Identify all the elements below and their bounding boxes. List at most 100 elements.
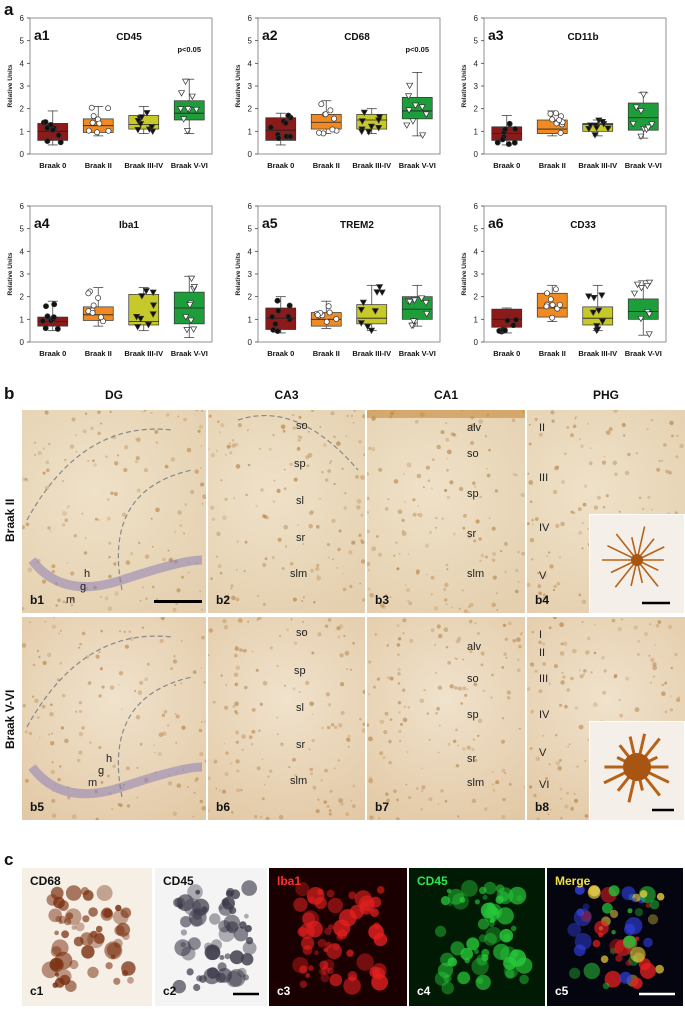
data-point <box>183 128 192 135</box>
data-point <box>553 110 559 117</box>
data-point <box>331 115 338 122</box>
x-tick-label: Braak III-IV <box>352 349 391 358</box>
stain-title: CD45 <box>417 874 448 888</box>
y-tick-label: 4 <box>248 59 253 68</box>
panel-id: a4 <box>34 215 50 231</box>
data-point <box>511 139 518 146</box>
column-heading-ca1: CA1 <box>433 388 458 402</box>
scale-bar <box>154 600 202 603</box>
panel-id: c3 <box>277 984 291 998</box>
data-point <box>598 119 607 126</box>
x-tick-label: Braak 0 <box>493 349 520 358</box>
panel-id: c5 <box>555 984 569 998</box>
data-point <box>406 82 414 90</box>
panel-id: b4 <box>535 593 550 607</box>
x-tick-label: Braak II <box>85 161 112 170</box>
section-label-a: a <box>4 0 14 19</box>
layer-label: alv <box>467 641 482 653</box>
y-tick-label: 5 <box>474 37 479 46</box>
chart-title: CD33 <box>570 220 596 231</box>
data-point <box>180 116 188 123</box>
x-tick-label: Braak V-VI <box>171 349 208 358</box>
data-point <box>512 126 519 132</box>
micrograph-texture <box>208 410 365 606</box>
x-tick-label: Braak V-VI <box>625 161 662 170</box>
data-point <box>644 124 652 132</box>
layer-label: IV <box>539 522 550 534</box>
chart-title: TREM2 <box>340 220 374 231</box>
data-point <box>592 125 601 132</box>
data-point <box>357 307 365 314</box>
y-axis-label: Relative Units <box>461 252 468 295</box>
y-tick-label: 5 <box>248 225 253 234</box>
data-point <box>557 129 564 136</box>
data-point <box>637 133 645 141</box>
significance-annotation: p<0.05 <box>405 45 429 54</box>
data-point <box>371 308 379 315</box>
data-point <box>543 303 550 310</box>
data-point <box>88 104 95 111</box>
data-point <box>409 118 417 125</box>
data-point <box>90 113 97 120</box>
layer-label: slm <box>290 775 308 787</box>
data-point <box>403 122 411 129</box>
y-tick-label: 3 <box>20 270 25 279</box>
y-tick-label: 2 <box>474 293 479 302</box>
micrograph-b7: alv so sp sr slm b7 <box>367 617 525 820</box>
layer-label: sr <box>296 739 306 751</box>
layer-label: h <box>106 753 113 765</box>
layer-label: sr <box>467 753 477 765</box>
data-point <box>329 126 336 133</box>
data-point <box>177 90 186 97</box>
data-point <box>358 118 366 125</box>
data-point <box>423 311 431 318</box>
data-point <box>378 289 386 297</box>
chart-a2: 0 1 2 3 4 5 6 Relative Units a2 CD68 Braak 0 Braak … <box>235 14 441 170</box>
data-point <box>632 104 640 111</box>
data-point <box>285 112 292 119</box>
micrograph-b3: alv so sp sr slm b3 <box>367 410 525 613</box>
data-point <box>148 124 156 131</box>
stain-texture <box>172 880 259 996</box>
data-point <box>190 284 198 291</box>
column-heading-phg: PHG <box>592 388 619 402</box>
data-point <box>637 315 645 323</box>
layer-label: I <box>539 629 543 641</box>
section-label-c: c <box>4 850 14 869</box>
data-point <box>105 127 112 134</box>
y-tick-label: 4 <box>20 59 25 68</box>
data-point <box>422 300 430 307</box>
x-tick-label: Braak 0 <box>267 161 294 170</box>
x-tick-label: Braak II <box>539 161 566 170</box>
data-point <box>47 121 54 128</box>
y-tick-label: 1 <box>474 127 479 136</box>
panel-id: c4 <box>417 984 431 998</box>
layer-label: sp <box>294 458 306 470</box>
data-point <box>645 331 653 338</box>
data-point <box>186 302 194 309</box>
stain-texture <box>292 882 388 995</box>
data-point <box>513 316 520 323</box>
y-tick-label: 4 <box>248 247 253 256</box>
panel-id: c2 <box>163 984 177 998</box>
row-heading-2: Braak V-VI <box>3 689 17 749</box>
layer-label: slm <box>467 777 485 789</box>
y-tick-label: 0 <box>20 150 25 159</box>
x-tick-label: Braak III-IV <box>352 161 391 170</box>
data-point <box>274 297 281 304</box>
layer-label: IV <box>539 709 550 721</box>
data-point <box>272 320 279 327</box>
layer-label: h <box>84 568 91 580</box>
data-point <box>182 314 190 321</box>
panel-id: a2 <box>262 27 278 43</box>
data-point <box>50 314 57 321</box>
section-label-b: b <box>4 384 15 403</box>
data-point <box>55 132 62 139</box>
x-tick-label: Braak 0 <box>39 161 66 170</box>
layer-label: sp <box>467 488 479 500</box>
x-tick-label: Braak V-VI <box>625 349 662 358</box>
data-point <box>132 313 141 321</box>
stain-c4: CD45 c4 <box>409 868 545 1006</box>
data-point <box>316 129 322 136</box>
data-point <box>595 307 603 315</box>
